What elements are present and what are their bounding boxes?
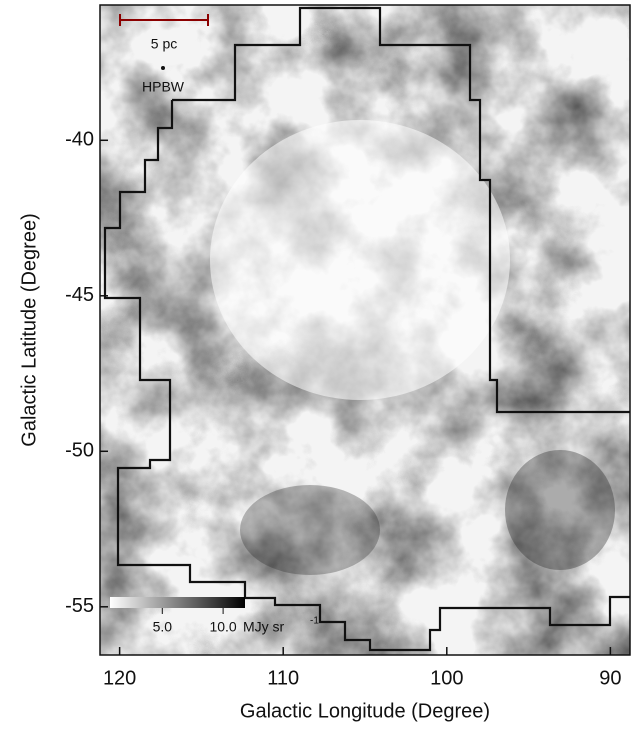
colorbar-unit-exponent: -1 [310,616,319,627]
y-tick-label: -50 [65,440,94,462]
x-axis-label: Galactic Longitude (Degree) [240,700,490,722]
y-tick-label: -45 [65,284,94,306]
y-tick-label: -55 [65,595,94,617]
x-tick-label: 120 [103,667,136,689]
beam-label: HPBW [142,79,185,95]
x-tick-label: 100 [430,667,463,689]
x-tick-label: 110 [267,667,299,689]
colorbar-unit: MJy sr [243,619,285,635]
y-tick-label: -40 [65,129,94,151]
intensity-map [100,5,630,655]
beam-dot [161,66,165,70]
colorbar-tick-label: 10.0 [209,619,236,635]
y-axis-label: Galactic Latitude (Degree) [18,213,40,446]
colorbar-gradient [110,597,245,608]
figure: 5 pc HPBW Galactic Longitude (Degree) Ga… [0,0,631,732]
colorbar-tick-label: 5.0 [153,619,173,635]
scale-bar-label: 5 pc [151,36,177,52]
x-tick-label: 90 [599,667,621,689]
